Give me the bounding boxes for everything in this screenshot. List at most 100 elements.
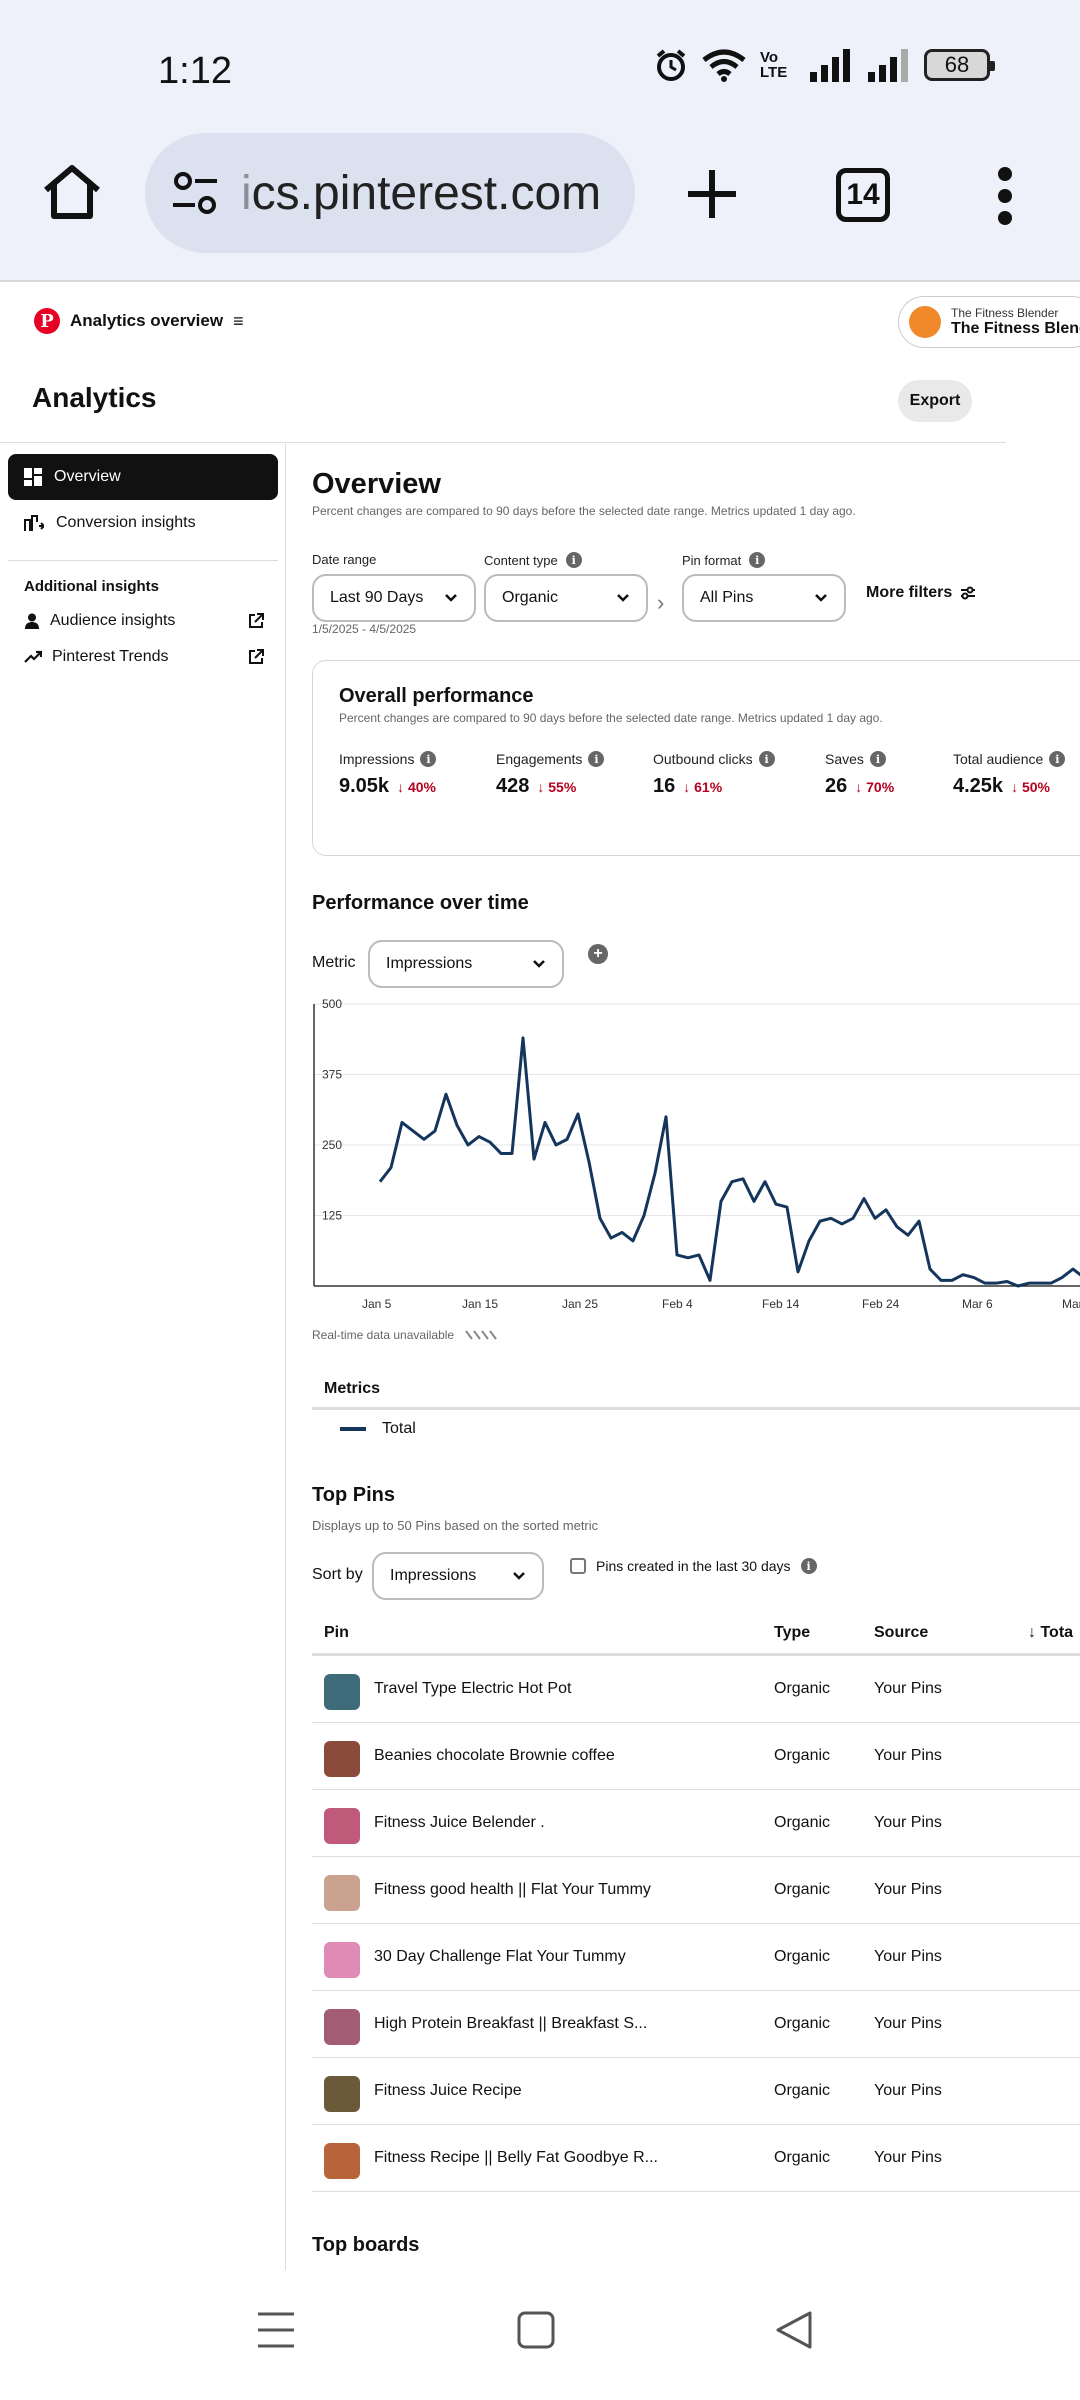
realtime-label: Real-time data unavailable	[312, 1328, 455, 1342]
pin-name[interactable]: Fitness good health || Flat Your Tummy	[374, 1881, 651, 1898]
chevron-down-icon	[513, 1572, 525, 1580]
chart-legend[interactable]: Total	[340, 1420, 416, 1438]
new-tab-icon[interactable]	[686, 168, 738, 220]
home-nav-icon[interactable]	[516, 2310, 556, 2350]
metric-value: 26	[825, 775, 848, 797]
top-pins-subtitle: Displays up to 50 Pins based on the sort…	[312, 1518, 599, 1533]
column-type[interactable]: Type	[774, 1623, 811, 1641]
pin-thumbnail[interactable]	[324, 1808, 360, 1844]
pin-thumbnail[interactable]	[324, 2076, 360, 2112]
metric-value: 4.25k	[953, 775, 1004, 797]
metric-outbound-clicks[interactable]: Outbound clicks i 16 ↓ 61%	[653, 751, 775, 798]
x-tick-label: Jan 25	[562, 1297, 598, 1311]
status-time: 1:12	[158, 50, 232, 92]
metric-change: ↓ 55%	[537, 778, 577, 795]
info-icon[interactable]: i	[1049, 751, 1066, 767]
x-tick-label: Mar 6	[962, 1297, 993, 1311]
tab-switcher-button[interactable]: 14	[836, 168, 890, 222]
pin-name[interactable]: Fitness Juice Recipe	[374, 2082, 522, 2099]
metric-saves[interactable]: Saves i 26 ↓ 70%	[825, 751, 894, 798]
pin-name[interactable]: Travel Type Electric Hot Pot	[374, 1680, 572, 1697]
sidebar-link-trends[interactable]: Pinterest Trends	[24, 648, 264, 666]
metric-engagements[interactable]: Engagements i 428 ↓ 55%	[496, 751, 605, 798]
info-icon[interactable]: i	[800, 1558, 817, 1574]
pinterest-logo-icon[interactable]: P	[34, 308, 60, 334]
pin-source: Your Pins	[874, 1881, 942, 1898]
info-icon[interactable]: i	[588, 751, 605, 767]
recent-pins-filter[interactable]: Pins created in the last 30 days i	[570, 1558, 817, 1574]
series-line-total	[378, 1036, 1080, 1288]
pin-thumbnail[interactable]	[324, 1875, 360, 1911]
sidebar-item-overview[interactable]: Overview	[8, 454, 278, 500]
conversion-icon	[24, 515, 44, 531]
column-source[interactable]: Source	[874, 1623, 929, 1641]
pin-format-select[interactable]: All Pins	[682, 574, 846, 622]
pin-thumbnail[interactable]	[324, 2009, 360, 2045]
more-options-icon[interactable]	[995, 166, 1015, 226]
pin-type: Organic	[774, 1948, 831, 1965]
more-filters-label: More filters	[866, 584, 953, 601]
metric-select-label: Metric	[312, 954, 356, 971]
info-icon[interactable]: i	[758, 751, 775, 767]
hatch-icon	[465, 1330, 497, 1340]
table-row[interactable]: Fitness good health || Flat Your Tummy Or…	[312, 1857, 1080, 1924]
sidebar-link-label: Pinterest Trends	[52, 648, 169, 665]
content-type-select[interactable]: Organic	[484, 574, 648, 622]
filter-sliders-icon	[961, 586, 976, 600]
account-switcher[interactable]: The Fitness Blender The Fitness Blend	[898, 296, 1080, 348]
recent-pins-checkbox[interactable]	[570, 1558, 586, 1574]
column-total-label: Tota	[1040, 1623, 1074, 1641]
info-icon[interactable]: i	[420, 751, 437, 767]
info-icon[interactable]: i	[869, 751, 886, 767]
table-row[interactable]: Beanies chocolate Brownie coffee Organic Y…	[312, 1723, 1080, 1790]
wifi-icon	[702, 49, 746, 82]
pin-thumbnail[interactable]	[324, 2143, 360, 2179]
pin-type: Organic	[774, 2015, 831, 2032]
table-row[interactable]: 30 Day Challenge Flat Your Tummy Organic Y…	[312, 1924, 1080, 1991]
table-row[interactable]: Travel Type Electric Hot Pot Organic Your …	[312, 1656, 1080, 1723]
pin-name[interactable]: Fitness Juice Belender .	[374, 1814, 545, 1831]
metric-impressions[interactable]: Impressions i 9.05k ↓ 40%	[339, 751, 437, 798]
pin-name[interactable]: Beanies chocolate Brownie coffee	[374, 1747, 615, 1764]
date-range-select[interactable]: Last 90 Days	[312, 574, 476, 622]
legend-swatch	[340, 1427, 366, 1431]
table-row[interactable]: Fitness Recipe || Belly Fat Goodbye R...…	[312, 2125, 1080, 2192]
pin-name[interactable]: High Protein Breakfast || Breakfast S...	[374, 2015, 648, 2032]
url-text[interactable]: ics.pinterest.com	[241, 166, 611, 221]
analytics-nav[interactable]: P Analytics overview ≡	[34, 308, 244, 334]
add-metric-icon[interactable]: +	[588, 944, 608, 964]
url-bar[interactable]: ics.pinterest.com	[145, 133, 635, 253]
table-row[interactable]: High Protein Breakfast || Breakfast S...…	[312, 1991, 1080, 2058]
info-icon[interactable]: i	[565, 552, 582, 568]
column-total[interactable]: ↓ Tota	[1028, 1623, 1074, 1641]
site-settings-icon[interactable]	[169, 167, 221, 219]
battery-level: 68	[944, 52, 970, 77]
metric-total-audience[interactable]: Total audience i 4.25k ↓ 50%	[953, 751, 1066, 798]
sort-by-select[interactable]: Impressions	[372, 1552, 544, 1600]
pin-source: Your Pins	[874, 1747, 942, 1764]
nav-section-label[interactable]: Analytics overview	[70, 311, 224, 330]
pin-name[interactable]: 30 Day Challenge Flat Your Tummy	[374, 1948, 626, 1965]
table-row[interactable]: Fitness Juice Recipe Organic Your Pins	[312, 2058, 1080, 2125]
dashboard-icon	[24, 468, 42, 486]
pin-thumbnail[interactable]	[324, 1674, 360, 1710]
chevron-right-icon: ›	[657, 590, 665, 615]
browser-chrome: 1:12 Vo LTE 68 ics.pinterest.com 14	[0, 0, 1080, 280]
sidebar-item-conversion[interactable]: Conversion insights	[8, 500, 278, 546]
table-row[interactable]: Fitness Juice Belender . Organic Your Pins	[312, 1790, 1080, 1857]
more-filters-button[interactable]: More filters	[866, 584, 976, 602]
pin-thumbnail[interactable]	[324, 1741, 360, 1777]
metric-select[interactable]: Impressions	[368, 940, 564, 988]
recent-apps-icon[interactable]	[256, 2310, 296, 2350]
date-range-label: Date range	[312, 552, 376, 567]
hamburger-icon[interactable]: ≡	[233, 310, 244, 331]
pin-name[interactable]: Fitness Recipe || Belly Fat Goodbye R...	[374, 2149, 658, 2166]
info-icon[interactable]: i	[749, 552, 766, 568]
home-icon[interactable]	[40, 160, 104, 224]
column-pin[interactable]: Pin	[324, 1623, 349, 1641]
pin-thumbnail[interactable]	[324, 1942, 360, 1978]
chevron-down-icon	[445, 594, 457, 602]
sidebar-link-audience[interactable]: Audience insights	[24, 612, 264, 630]
export-button[interactable]: Export	[898, 380, 972, 422]
back-icon[interactable]	[774, 2310, 814, 2350]
